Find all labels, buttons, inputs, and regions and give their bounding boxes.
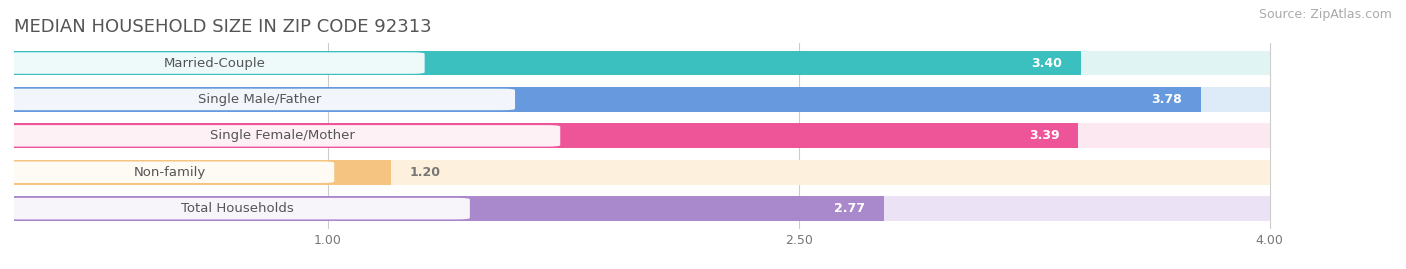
Bar	[14, 51, 1081, 75]
FancyBboxPatch shape	[4, 125, 560, 147]
Text: Single Female/Mother: Single Female/Mother	[209, 129, 354, 142]
Bar	[14, 196, 1270, 221]
Bar	[14, 160, 1270, 185]
Text: 3.40: 3.40	[1032, 56, 1063, 70]
Text: 3.39: 3.39	[1029, 129, 1059, 142]
Text: Single Male/Father: Single Male/Father	[198, 93, 322, 106]
Text: Source: ZipAtlas.com: Source: ZipAtlas.com	[1258, 8, 1392, 21]
Bar	[14, 51, 1270, 75]
Text: 1.20: 1.20	[409, 166, 440, 179]
Text: 2.77: 2.77	[834, 202, 865, 215]
Text: 3.78: 3.78	[1152, 93, 1182, 106]
Bar	[14, 123, 1078, 148]
Text: Total Households: Total Households	[181, 202, 294, 215]
FancyBboxPatch shape	[4, 89, 515, 110]
Text: MEDIAN HOUSEHOLD SIZE IN ZIP CODE 92313: MEDIAN HOUSEHOLD SIZE IN ZIP CODE 92313	[14, 18, 432, 36]
Bar	[14, 87, 1201, 112]
FancyBboxPatch shape	[4, 52, 425, 74]
Text: Married-Couple: Married-Couple	[163, 56, 266, 70]
FancyBboxPatch shape	[4, 161, 335, 183]
Bar	[14, 87, 1270, 112]
Bar	[14, 196, 883, 221]
Bar	[14, 123, 1270, 148]
Text: Non-family: Non-family	[134, 166, 205, 179]
FancyBboxPatch shape	[4, 198, 470, 220]
Bar	[14, 160, 391, 185]
